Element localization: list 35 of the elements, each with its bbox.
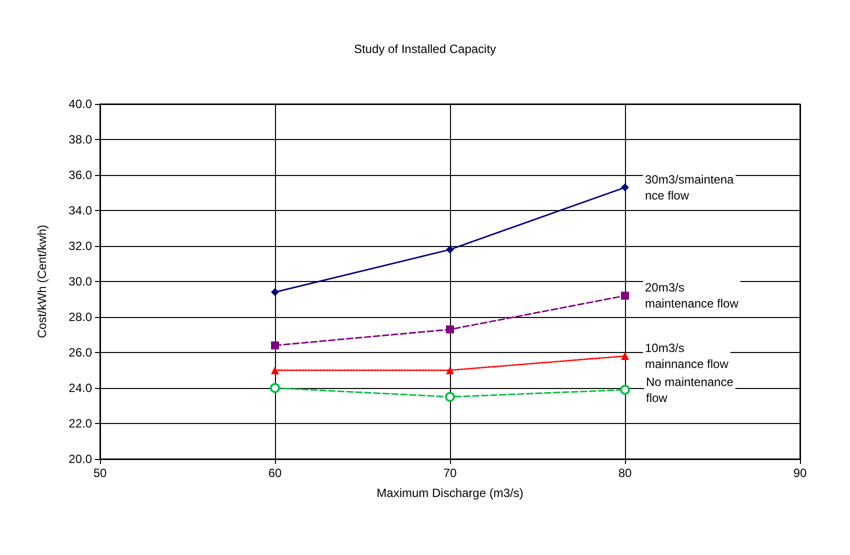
point [446, 366, 454, 374]
point [620, 384, 630, 395]
y-tick-label: 28.0 [68, 310, 92, 324]
point [446, 325, 454, 334]
series-label: No maintenance flow [646, 374, 734, 405]
y-tick-label: 26.0 [68, 346, 92, 360]
x-axis-title: Maximum Discharge (m3/s) [376, 486, 524, 500]
y-tick-label: 32.0 [68, 239, 92, 253]
y-tick-label: 36.0 [68, 168, 92, 182]
series-label: 10m3/s mainnance flow [645, 341, 729, 372]
x-tick-label: 60 [268, 466, 282, 480]
y-tick-label: 22.0 [68, 416, 92, 430]
point [270, 383, 280, 393]
x-tick-label: 50 [93, 466, 107, 480]
point [621, 292, 629, 300]
y-tick-label: 24.0 [68, 381, 92, 395]
series-label: 30m3/smaintena nce flow [645, 172, 734, 202]
series-label: 20m3/s maintenance flow [645, 280, 739, 311]
x-tick-label: 80 [618, 466, 632, 480]
point [271, 341, 279, 350]
y-tick-label: 38.0 [68, 132, 92, 146]
point [271, 288, 279, 296]
x-tick-label: 70 [443, 466, 457, 480]
y-axis-title: Cost/kWh (Cent/kwh) [35, 224, 49, 338]
y-tick-label: 40.0 [68, 97, 92, 111]
y-tick-label: 30.0 [68, 274, 92, 288]
chart-title: Study of Installed Capacity [354, 42, 496, 56]
point [271, 366, 279, 374]
point [621, 352, 629, 360]
point [446, 246, 454, 254]
x-tick-label: 90 [793, 466, 807, 480]
point [445, 392, 455, 402]
y-tick-label: 20.0 [68, 452, 92, 466]
y-tick-label: 34.0 [68, 204, 92, 218]
point [621, 183, 629, 192]
